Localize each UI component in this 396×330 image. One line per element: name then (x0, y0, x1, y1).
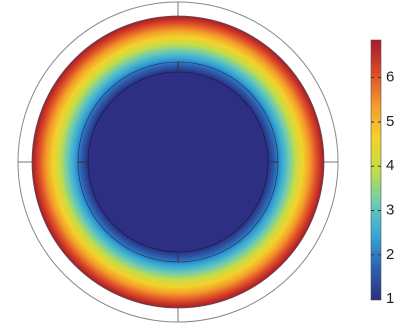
colorbar-tick-label: 2 (386, 246, 394, 263)
colorbar-tick-label: 3 (386, 201, 394, 218)
colorbar-tick-label: 6 (386, 69, 394, 86)
colorbar-tick-label: 1 (386, 290, 394, 307)
field-disk (31, 15, 325, 309)
colorbar (370, 39, 382, 301)
colorbar-tick-label: 4 (386, 157, 394, 174)
colorbar-tick-label: 5 (386, 113, 394, 130)
